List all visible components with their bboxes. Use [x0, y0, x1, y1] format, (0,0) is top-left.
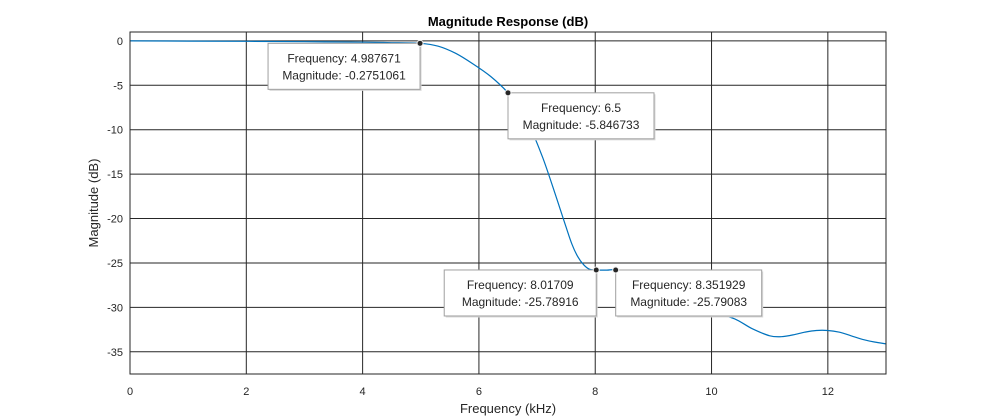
tick-labels: 0 2 4 6 8 10 12 0 -5 -10 -15 -20 -25 -30 -35	[107, 36, 834, 398]
y-tick-label: -10	[107, 125, 123, 137]
datatip-box	[267, 42, 421, 90]
datatip-frequency-label: Frequency:	[287, 51, 350, 65]
datatip[interactable]: Frequency: 6.5 Magnitude: -5.846733	[504, 89, 656, 141]
x-tick-label: 2	[243, 386, 249, 398]
datatip-frequency-value: 8.01709	[530, 278, 574, 292]
datatip-magnitude-value: -0.2751061	[345, 68, 406, 82]
datatip-magnitude-value: -25.78916	[525, 295, 579, 309]
y-tick-label: -15	[107, 169, 123, 181]
y-tick-label: -20	[107, 214, 123, 226]
datatip-magnitude-label: Magnitude:	[282, 68, 345, 82]
y-tick-label: -30	[107, 302, 123, 314]
x-tick-label: 12	[822, 386, 834, 398]
datatip-magnitude-label: Magnitude:	[523, 118, 586, 132]
datatip-frequency-label: Frequency:	[541, 101, 604, 115]
datatip[interactable]: Frequency: 4.987671 Magnitude: -0.2751061	[267, 39, 424, 91]
datatip-magnitude-value: -5.846733	[585, 118, 639, 132]
datatip-frequency-label: Frequency:	[632, 278, 695, 292]
y-tick-label: -5	[113, 80, 123, 92]
datatip-box	[507, 92, 655, 140]
plot-area	[130, 32, 886, 374]
datatip-frequency: Frequency: 8.01709	[467, 278, 574, 292]
datatip-box	[615, 269, 763, 317]
series-line-group	[129, 40, 887, 345]
datatip-marker[interactable]	[416, 39, 424, 47]
datatip-magnitude-label: Magnitude:	[462, 295, 525, 309]
datatip-frequency: Frequency: 6.5	[541, 101, 621, 115]
datatip-marker[interactable]	[592, 266, 600, 274]
y-tick-label: -35	[107, 347, 123, 359]
x-tick-label: 10	[705, 386, 717, 398]
x-tick-label: 8	[592, 386, 598, 398]
x-tick-label: 4	[360, 386, 366, 398]
datatip-frequency-label: Frequency:	[467, 278, 530, 292]
datatip-box	[443, 269, 597, 317]
datatip-magnitude: Magnitude: -25.78916	[462, 295, 579, 309]
datatip[interactable]: Frequency: 8.01709 Magnitude: -25.78916	[443, 266, 600, 318]
datatip-magnitude: Magnitude: -0.2751061	[282, 68, 406, 82]
x-tick-label: 6	[476, 386, 482, 398]
axes-frame	[129, 31, 887, 375]
datatip-frequency: Frequency: 4.987671	[287, 51, 401, 65]
datatip-frequency-value: 8.351929	[695, 278, 745, 292]
series-line	[129, 40, 887, 345]
datatip-frequency: Frequency: 8.351929	[632, 278, 746, 292]
y-axis-label: Magnitude (dB)	[86, 159, 101, 248]
y-tick-label: -25	[107, 258, 123, 270]
chart-title: Magnitude Response (dB)	[428, 14, 588, 29]
datatip-marker[interactable]	[612, 266, 620, 274]
datatip-magnitude-label: Magnitude:	[630, 295, 693, 309]
datatip-magnitude: Magnitude: -25.79083	[630, 295, 747, 309]
datatip-frequency-value: 4.987671	[351, 51, 401, 65]
datatip-magnitude: Magnitude: -5.846733	[523, 118, 640, 132]
datatips: Frequency: 4.987671 Magnitude: -0.2751061…	[267, 39, 764, 318]
datatip-marker[interactable]	[504, 89, 512, 97]
y-tick-label: 0	[117, 36, 123, 48]
x-tick-label: 0	[127, 386, 133, 398]
datatip-magnitude-value: -25.79083	[693, 295, 747, 309]
datatip-frequency-value: 6.5	[604, 101, 621, 115]
x-axis-label: Frequency (kHz)	[460, 401, 556, 416]
